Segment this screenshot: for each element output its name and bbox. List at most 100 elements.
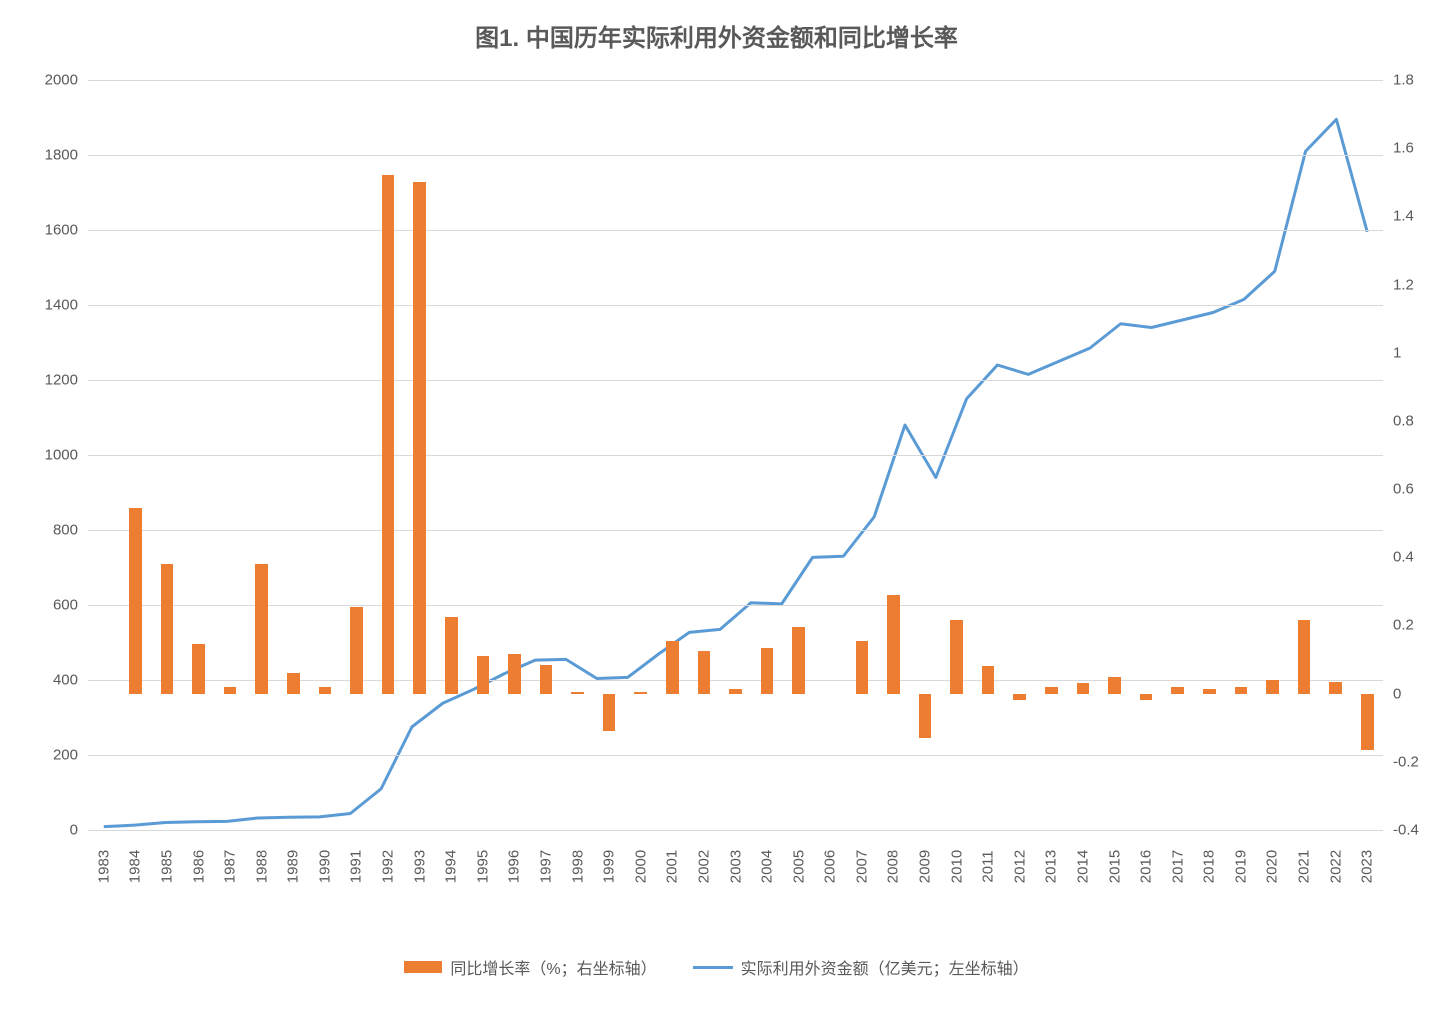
plot-area — [88, 80, 1383, 830]
bar — [887, 595, 900, 694]
xtick-year: 2023 — [1359, 847, 1376, 887]
bar — [603, 694, 616, 732]
xtick-year: 2013 — [1043, 847, 1060, 887]
legend-label-line: 实际利用外资金额（亿美元；左坐标轴） — [741, 955, 1029, 979]
gridline — [88, 755, 1383, 756]
bar — [666, 641, 679, 694]
xtick-year: 1992 — [380, 847, 397, 887]
bar — [1013, 694, 1026, 701]
bar — [792, 627, 805, 693]
bar — [224, 687, 237, 694]
gridline — [88, 530, 1383, 531]
gridline — [88, 305, 1383, 306]
ytick-left: 1400 — [28, 297, 78, 314]
xtick-year: 2012 — [1011, 847, 1028, 887]
bar — [571, 692, 584, 694]
xtick-year: 2005 — [790, 847, 807, 887]
gridline — [88, 230, 1383, 231]
xtick-year: 1996 — [506, 847, 523, 887]
xtick-year: 2016 — [1138, 847, 1155, 887]
xtick-year: 2007 — [853, 847, 870, 887]
bar — [634, 692, 647, 694]
gridline — [88, 680, 1383, 681]
legend: 同比增长率（%；右坐标轴） 实际利用外资金额（亿美元；左坐标轴） — [0, 955, 1433, 979]
bar — [350, 607, 363, 694]
bar — [319, 687, 332, 694]
ytick-left: 1600 — [28, 222, 78, 239]
ytick-left: 1800 — [28, 147, 78, 164]
gridline — [88, 80, 1383, 81]
bar — [1140, 694, 1153, 701]
xtick-year: 1991 — [348, 847, 365, 887]
xtick-year: 1998 — [569, 847, 586, 887]
ytick-right: 1.6 — [1393, 140, 1414, 157]
xtick-year: 2003 — [727, 847, 744, 887]
ytick-left: 200 — [28, 747, 78, 764]
bar — [1203, 689, 1216, 694]
bar — [1266, 680, 1279, 694]
bar — [1108, 677, 1121, 694]
xtick-year: 2001 — [664, 847, 681, 887]
bar — [161, 564, 174, 694]
xtick-year: 2002 — [695, 847, 712, 887]
xtick-year: 1993 — [411, 847, 428, 887]
bar — [1045, 687, 1058, 694]
xtick-year: 2008 — [885, 847, 902, 887]
bar — [1235, 687, 1248, 694]
gridline — [88, 155, 1383, 156]
bar — [255, 564, 268, 694]
xtick-year: 1989 — [285, 847, 302, 887]
legend-item-line: 实际利用外资金额（亿美元；左坐标轴） — [693, 955, 1029, 979]
ytick-left: 1000 — [28, 447, 78, 464]
xtick-year: 2004 — [759, 847, 776, 887]
xtick-year: 1990 — [316, 847, 333, 887]
ytick-right: -0.2 — [1393, 753, 1419, 770]
xtick-year: 2020 — [1264, 847, 1281, 887]
ytick-right: 1.4 — [1393, 208, 1414, 225]
legend-item-bar: 同比增长率（%；右坐标轴） — [404, 955, 656, 979]
bar — [382, 175, 395, 693]
ytick-right: 0.2 — [1393, 617, 1414, 634]
bar — [413, 182, 426, 693]
bar — [856, 641, 869, 694]
xtick-year: 2019 — [1232, 847, 1249, 887]
xtick-year: 2014 — [1074, 847, 1091, 887]
xtick-year: 1994 — [443, 847, 460, 887]
xtick-year: 2010 — [948, 847, 965, 887]
ytick-right: -0.4 — [1393, 822, 1419, 839]
ytick-right: 0.8 — [1393, 412, 1414, 429]
bar — [729, 689, 742, 694]
gridline — [88, 455, 1383, 456]
bar — [287, 673, 300, 693]
bar — [508, 654, 521, 693]
xtick-year: 2021 — [1296, 847, 1313, 887]
bar — [1171, 687, 1184, 694]
xtick-year: 1983 — [95, 847, 112, 887]
ytick-right: 1.2 — [1393, 276, 1414, 293]
xtick-year: 1987 — [222, 847, 239, 887]
gridline — [88, 380, 1383, 381]
bar — [698, 651, 711, 694]
xtick-year: 2000 — [632, 847, 649, 887]
bar — [445, 617, 458, 694]
bar — [950, 620, 963, 693]
xtick-year: 1997 — [537, 847, 554, 887]
legend-swatch-bar — [404, 961, 442, 973]
legend-label-bar: 同比增长率（%；右坐标轴） — [450, 955, 656, 979]
chart-title: 图1. 中国历年实际利用外资金额和同比增长率 — [0, 18, 1433, 53]
ytick-right: 1.8 — [1393, 72, 1414, 89]
bar — [477, 656, 490, 694]
ytick-right: 0.6 — [1393, 481, 1414, 498]
bar — [919, 694, 932, 738]
xtick-year: 1984 — [127, 847, 144, 887]
gridline — [88, 605, 1383, 606]
bar — [129, 508, 142, 694]
xtick-year: 1995 — [474, 847, 491, 887]
ytick-right: 1 — [1393, 344, 1401, 361]
xtick-year: 1985 — [158, 847, 175, 887]
xtick-year: 1999 — [601, 847, 618, 887]
xtick-year: 1986 — [190, 847, 207, 887]
bar — [1329, 682, 1342, 694]
ytick-left: 800 — [28, 522, 78, 539]
chart-container: 图1. 中国历年实际利用外资金额和同比增长率 同比增长率（%；右坐标轴） 实际利… — [0, 0, 1433, 1013]
